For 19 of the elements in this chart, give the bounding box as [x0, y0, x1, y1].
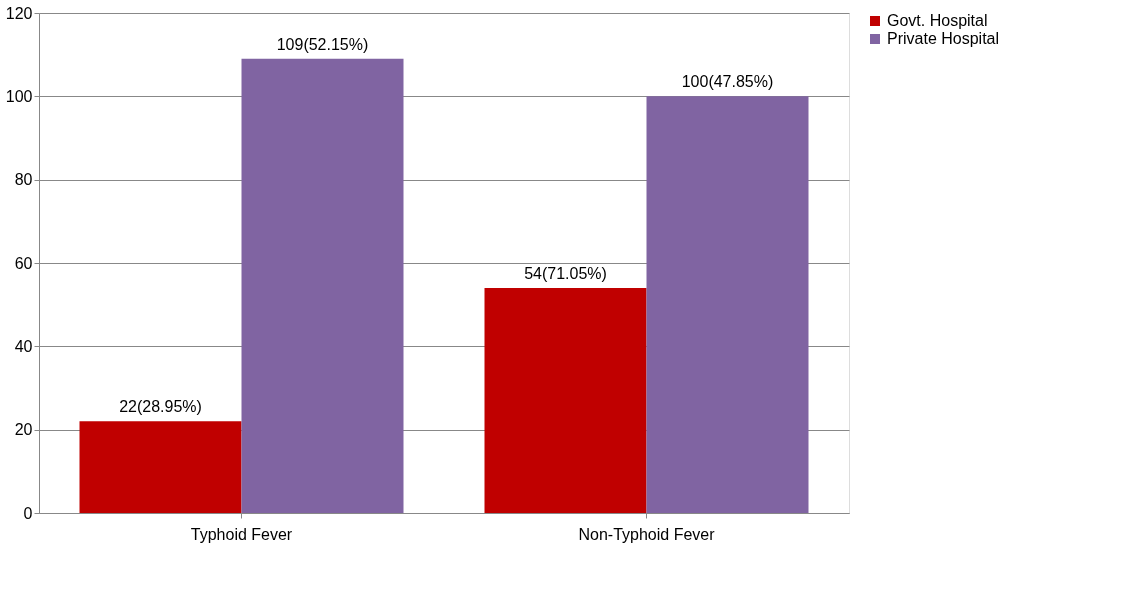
- bar: [646, 96, 809, 513]
- legend-label: Govt. Hospital: [887, 12, 988, 29]
- x-tick-label: Non-Typhoid Fever: [578, 525, 716, 543]
- data-label: 100(47.85%): [681, 73, 774, 91]
- data-label: 54(71.05%): [524, 265, 607, 282]
- data-label: 109(52.15%): [276, 35, 369, 53]
- data-label: 22(28.95%): [119, 398, 202, 416]
- y-tick-label: 0: [23, 504, 33, 522]
- y-tick-label: 100: [5, 87, 33, 105]
- y-tick-label: 60: [14, 254, 33, 272]
- bar: [79, 421, 242, 513]
- y-tick-label: 80: [14, 171, 33, 189]
- bar: [484, 288, 647, 513]
- y-tick-label: 20: [14, 421, 33, 439]
- bar: [241, 58, 404, 513]
- legend-label: Private Hospital: [887, 30, 1000, 47]
- x-tick-label: Typhoid Fever: [190, 525, 293, 543]
- y-tick-label: 40: [14, 337, 33, 355]
- y-tick-label: 120: [5, 4, 33, 22]
